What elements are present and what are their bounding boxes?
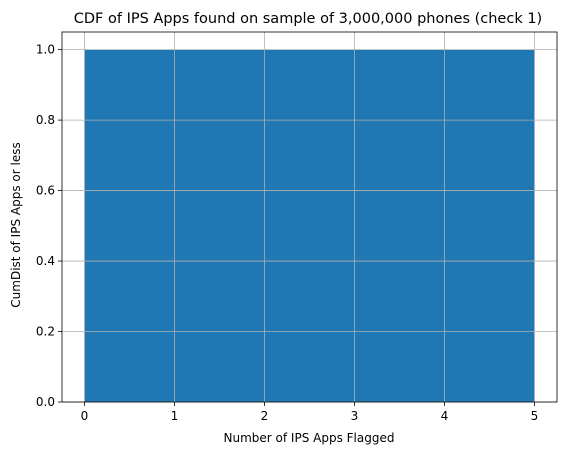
chart-title: CDF of IPS Apps found on sample of 3,000… <box>74 11 542 27</box>
x-tick-label-0: 0 <box>81 409 89 423</box>
x-tick-label-2: 2 <box>261 409 269 423</box>
y-tick-label-3: 0.6 <box>36 184 55 198</box>
x-tick-label-1: 1 <box>171 409 179 423</box>
cdf-area-0 <box>84 49 535 402</box>
y-tick-label-0: 0.0 <box>36 395 55 409</box>
plot-area: 0 1 2 3 4 5 0.0 0.2 0.4 0.6 0.8 1.0 <box>36 31 558 423</box>
y-tick-label-1: 0.2 <box>36 325 55 339</box>
x-tick-label-5: 5 <box>531 409 539 423</box>
x-tick-label-3: 3 <box>351 409 359 423</box>
y-tick-label-5: 1.0 <box>36 43 55 57</box>
y-tick-label-2: 0.4 <box>36 254 55 268</box>
x-axis-label: Number of IPS Apps Flagged <box>224 431 395 445</box>
x-tick-label-4: 4 <box>441 409 449 423</box>
plot-frame <box>61 31 558 403</box>
y-tick-label-4: 0.8 <box>36 113 55 127</box>
y-axis-label: CumDist of IPS Apps or less <box>9 142 23 307</box>
